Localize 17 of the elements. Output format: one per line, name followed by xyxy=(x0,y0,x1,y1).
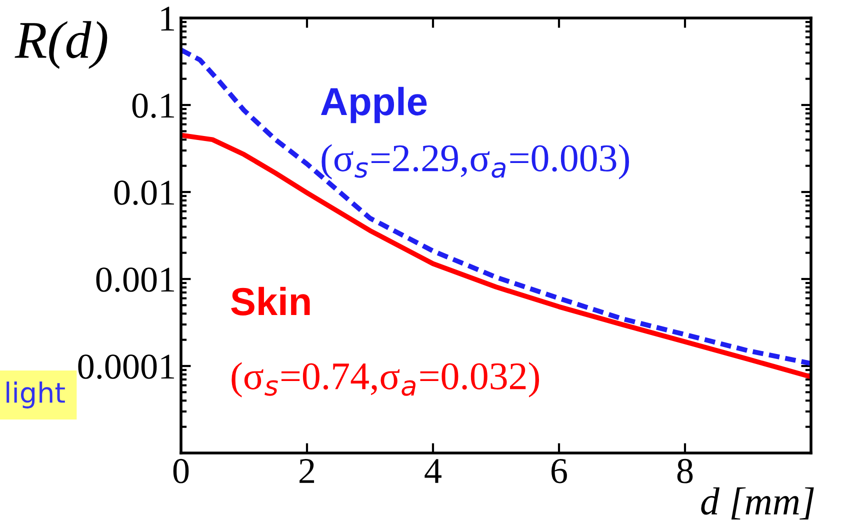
series-label: Apple xyxy=(320,86,427,124)
y-tick-label: 0.001 xyxy=(96,268,174,292)
annotation: (σ$_{s}$=2.29,σ$_{a}$=0.003) xyxy=(322,144,629,180)
y-axis-title: R(d) xyxy=(14,21,108,69)
text: light xyxy=(6,382,65,408)
x-tick-label: 0 xyxy=(173,458,189,484)
x-tick-label: 4 xyxy=(424,459,442,483)
y-tick-label: 0.0001 xyxy=(78,354,174,380)
annotation: (σ$_{s}$=0.74,σ$_{a}$=0.032) xyxy=(232,362,539,398)
x-tick-label: 6 xyxy=(552,459,567,484)
y-tick-label: 1 xyxy=(161,6,174,31)
y-tick-label: 0.1 xyxy=(132,94,174,118)
x-axis-title: d [mm] xyxy=(701,487,814,520)
text: Skin xyxy=(231,286,310,316)
x-tick-label: 8 xyxy=(677,458,693,484)
x-tick-label: 2 xyxy=(300,459,314,483)
y-tick-label: 0.01 xyxy=(114,180,174,206)
